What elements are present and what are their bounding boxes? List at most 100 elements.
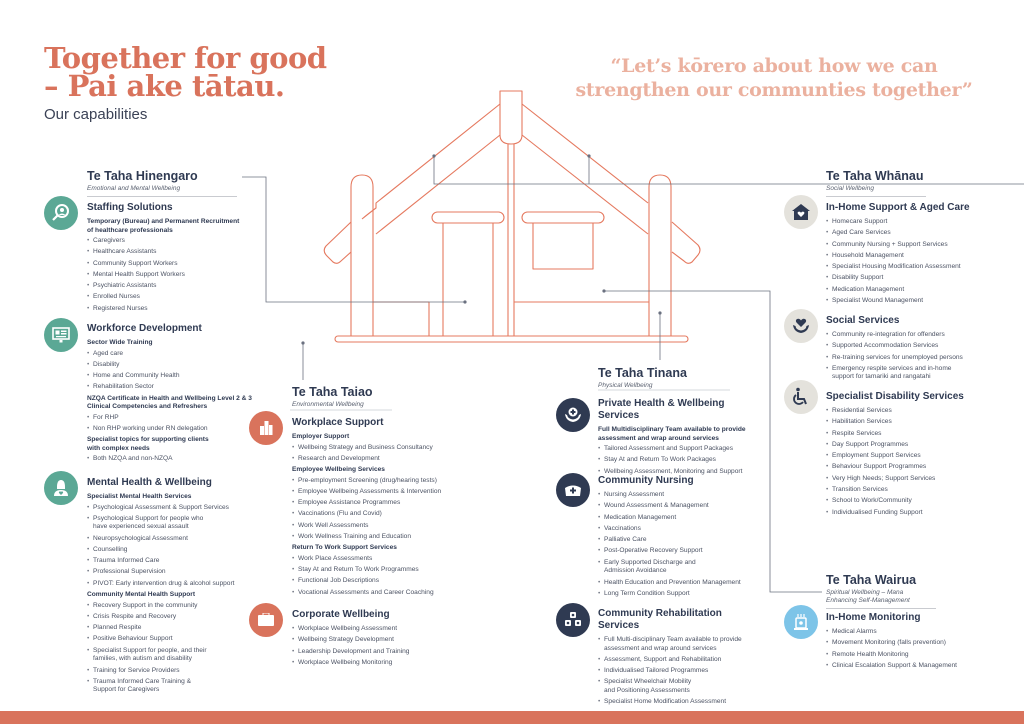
list-item: Counselling <box>87 546 257 555</box>
pillar-description: Environmental Wellbeing <box>292 401 364 408</box>
list-item: Remote Health Monitoring <box>826 651 986 660</box>
list-item: Individualised Tailored Programmes <box>598 667 763 676</box>
list-item: Assessment, Support and Rehabilitation <box>598 656 763 665</box>
quote-line-1: “Let’s kōrero about how we can <box>610 55 938 77</box>
list-item: Work Place Assessments <box>292 555 457 564</box>
list-item: School to Work/Community <box>826 497 986 506</box>
list-item: Rehabilitation Sector <box>87 383 257 392</box>
item-list: For RHP Non RHP working under RN delegat… <box>87 414 257 434</box>
item-list: Medical Alarms Movement Monitoring (fall… <box>826 628 986 670</box>
pillar-hinengaro: Te Taha Hinengaro Emotional and Mental W… <box>87 169 237 197</box>
item-list: Workplace Wellbeing Assessment Wellbeing… <box>292 625 457 667</box>
person-heart-icon <box>44 471 78 505</box>
section-title: In-Home Support & Aged Care <box>826 202 970 213</box>
section-title: Corporate Wellbeing <box>292 609 390 620</box>
item-list: Residential Services Habilitation Servic… <box>826 407 986 517</box>
list-item: Aged Care Services <box>826 229 986 238</box>
list-item: Caregivers <box>87 237 247 246</box>
list-item: Stay At and Return To Work Programmes <box>292 566 457 575</box>
item-list: Homecare Support Aged Care Services Comm… <box>826 218 986 306</box>
alarm-device-icon <box>784 605 818 639</box>
list-item: Work Wellness Training and Education <box>292 533 457 542</box>
section-community-rehabilitation: Community Rehabilitation Services Full M… <box>598 608 763 709</box>
sub-heading: Full Multidisciplinary Team available to… <box>598 426 746 442</box>
section-social-services: Social Services Community re-integration… <box>826 315 986 385</box>
section-title: Specialist Disability Services <box>826 391 964 402</box>
pillar-description: Spiritual Wellbeing – Mana Enhancing Sel… <box>826 589 910 604</box>
list-item: Aged care <box>87 350 257 359</box>
list-item: Community Nursing + Support Services <box>826 241 986 250</box>
list-item: Long Term Condition Support <box>598 590 758 599</box>
section-title: Community Nursing <box>598 475 694 486</box>
list-item: Employment Support Services <box>826 452 986 461</box>
list-item: Individualised Funding Support <box>826 509 986 518</box>
list-item: Workplace Wellbeing Assessment <box>292 625 457 634</box>
pillar-description: Physical Wellbeing <box>598 382 653 389</box>
list-item: Household Management <box>826 252 986 261</box>
pillar-taiao: Te Taha Taiao Environmental Wellbeing <box>292 385 392 409</box>
list-item: Community Support Workers <box>87 260 247 269</box>
title-line-2: – Pai ake tātau. <box>44 69 285 103</box>
list-item: Leadership Development and Training <box>292 648 457 657</box>
list-item: Trauma Informed Care Training & Support … <box>87 678 192 695</box>
title-line-1: Together for good <box>44 41 327 75</box>
list-item: Healthcare Assistants <box>87 248 247 257</box>
item-list: Recovery Support in the community Crisis… <box>87 602 257 695</box>
section-title: Workplace Support <box>292 417 384 428</box>
sub-heading: Specialist Mental Health Services <box>87 493 192 500</box>
list-item: Workplace Wellbeing Monitoring <box>292 659 457 668</box>
item-list: Nursing Assessment Wound Assessment & Ma… <box>598 491 758 598</box>
list-item: Vaccinations (Flu and Covid) <box>292 510 457 519</box>
section-in-home-monitoring: In-Home Monitoring Medical Alarms Moveme… <box>826 612 986 673</box>
sub-heading: Specialist topics for supporting clients… <box>87 436 209 452</box>
list-item: Transition Services <box>826 486 986 495</box>
list-item: Re-training services for unemployed pers… <box>826 354 986 363</box>
list-item: Work Well Assessments <box>292 522 457 531</box>
divider <box>826 196 926 197</box>
list-item: Disability <box>87 361 257 370</box>
pillar-title: Te Taha Hinengaro <box>87 169 198 183</box>
list-item: Recovery Support in the community <box>87 602 257 611</box>
hands-medical-cross-icon <box>556 398 590 432</box>
section-title: Workforce Development <box>87 323 202 334</box>
section-specialist-disability: Specialist Disability Services Residenti… <box>826 391 986 520</box>
list-item: Vaccinations <box>598 525 758 534</box>
list-item: Trauma Informed Care <box>87 557 257 566</box>
list-item: Post-Operative Recovery Support <box>598 547 758 556</box>
list-item: Day Support Programmes <box>826 441 986 450</box>
section-title: Social Services <box>826 315 900 326</box>
list-item: Health Education and Prevention Manageme… <box>598 579 758 588</box>
sub-heading: Sector Wide Training <box>87 339 153 346</box>
list-item: Neuropsychological Assessment <box>87 535 257 544</box>
section-workplace-support: Workplace Support Employer Support Wellb… <box>292 417 457 600</box>
sub-heading: NZQA Certificate in Health and Wellbeing… <box>87 394 252 411</box>
pillar-title: Te Taha Taiao <box>292 385 373 399</box>
divider <box>826 608 936 609</box>
page-subtitle: Our capabilities <box>44 106 148 123</box>
item-list: Full Multi-disciplinary Team available t… <box>598 636 763 707</box>
list-item: Habilitation Services <box>826 418 986 427</box>
section-title: Private Health & Wellbeing Services <box>598 398 725 421</box>
pillar-title: Te Taha Wairua <box>826 573 917 587</box>
list-item: Wellbeing Assessment, Monitoring and Sup… <box>598 468 758 477</box>
list-item: Crisis Respite and Recovery <box>87 613 257 622</box>
list-item: Emergency respite services and in-home s… <box>826 365 961 382</box>
section-in-home-support: In-Home Support & Aged Care Homecare Sup… <box>826 202 986 308</box>
item-list: Both NZQA and non-NZQA <box>87 455 257 464</box>
list-item: Professional Supervision <box>87 568 257 577</box>
footer-accent-bar <box>0 711 1024 724</box>
list-item: Mental Health Support Workers <box>87 271 247 280</box>
list-item: For RHP <box>87 414 257 423</box>
item-list: Community re-integration for offenders S… <box>826 331 986 382</box>
list-item: Movement Monitoring (falls prevention) <box>826 639 986 648</box>
section-workforce-development: Workforce Development Sector Wide Traini… <box>87 323 257 467</box>
item-list: Work Place Assessments Stay At and Retur… <box>292 555 457 597</box>
list-item: Very High Needs; Support Services <box>826 475 986 484</box>
list-item: Behaviour Support Programmes <box>826 463 986 472</box>
list-item: Vocational Assessments and Career Coachi… <box>292 589 457 598</box>
house-heart-icon <box>784 195 818 229</box>
pillar-description: Emotional and Mental Wellbeing <box>87 185 181 192</box>
list-item: Registered Nurses <box>87 305 247 314</box>
pillar-wairua: Te Taha Wairua Spiritual Wellbeing – Man… <box>826 573 936 609</box>
pillar-title: Te Taha Tinana <box>598 366 687 380</box>
